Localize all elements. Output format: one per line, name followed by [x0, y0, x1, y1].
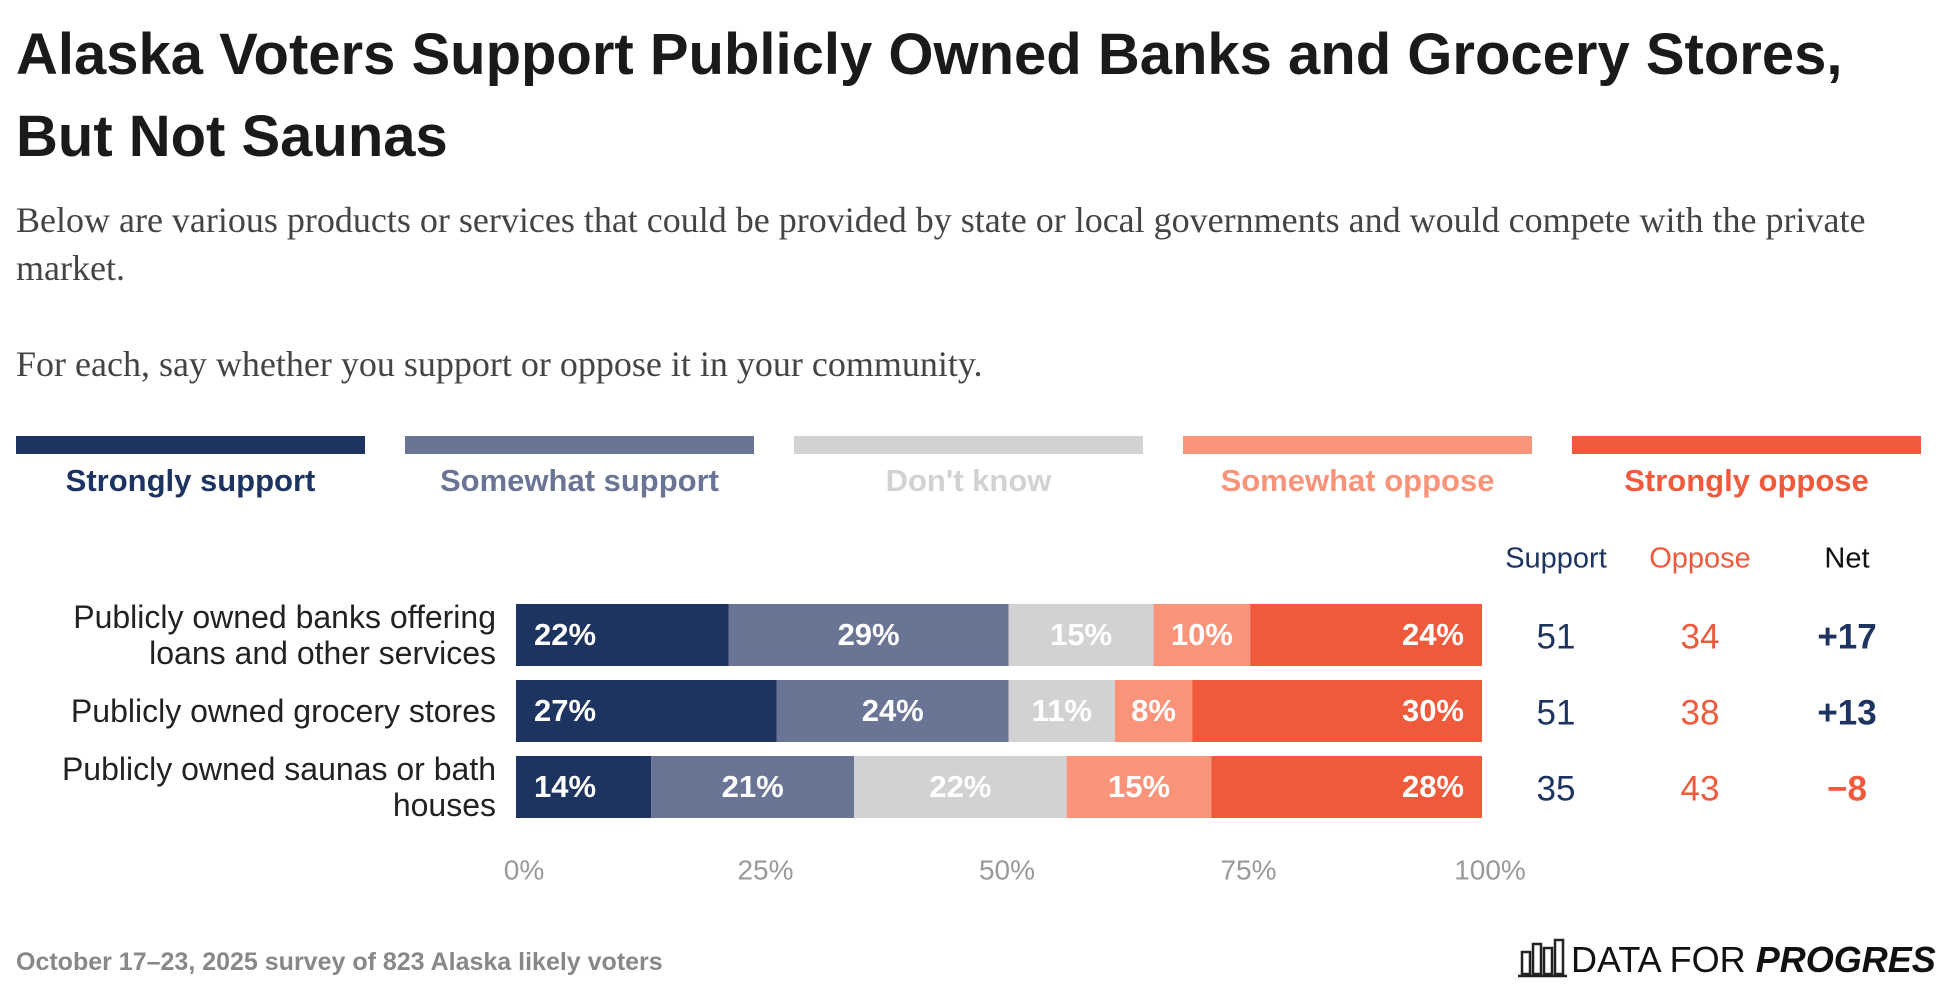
bar-segment	[651, 756, 855, 818]
column-value: −8	[1827, 769, 1867, 808]
row-label: Publicly owned banks offering loans and …	[73, 599, 496, 671]
legend-swatch	[16, 436, 365, 454]
bar-segment	[1192, 680, 1482, 742]
bar-segment	[728, 604, 1009, 666]
value-label: 22%	[534, 617, 596, 652]
legend-swatch	[1572, 436, 1921, 454]
value-label: 15%	[1108, 769, 1170, 804]
value-label: 24%	[1402, 617, 1464, 652]
bar-segment	[516, 604, 729, 666]
value-label: 28%	[1402, 769, 1464, 804]
value-label: 10%	[1171, 617, 1233, 652]
bar-segment	[516, 756, 652, 818]
bar-segment	[1066, 756, 1212, 818]
legend-label: Somewhat support	[440, 463, 719, 498]
x-tick-label: 50%	[979, 854, 1035, 885]
row-label: Publicly owned grocery stores	[70, 693, 496, 729]
question: For each, say whether you support or opp…	[16, 344, 983, 384]
column-header: Net	[1824, 543, 1869, 575]
x-tick-label: 0%	[504, 854, 544, 885]
value-label: 24%	[862, 693, 924, 728]
value-label: 11%	[1032, 693, 1092, 728]
bar-segment	[1211, 756, 1482, 818]
subtitle: Below are various products or services t…	[16, 200, 1866, 288]
column-header: Oppose	[1649, 543, 1751, 575]
bar-segment	[516, 680, 777, 742]
value-label: 21%	[722, 769, 784, 804]
legend-label: Strongly oppose	[1624, 463, 1869, 498]
footnote: October 17–23, 2025 survey of 823 Alaska…	[16, 948, 663, 976]
x-tick-label: 25%	[737, 854, 793, 885]
legend-label: Strongly support	[66, 463, 316, 498]
value-label: 22%	[929, 769, 991, 804]
legend-label: Somewhat oppose	[1221, 463, 1495, 498]
legend-swatch	[1183, 436, 1532, 454]
x-tick-label: 100%	[1454, 854, 1526, 885]
logo-icon	[1518, 938, 1567, 978]
column-value: 35	[1537, 769, 1576, 808]
logo-text: DATA FOR	[1571, 939, 1746, 980]
row-label: Publicly owned saunas or bath houses	[61, 751, 496, 823]
chart-title: Alaska Voters Support Publicly Owned Ban…	[16, 22, 1843, 169]
column-value: 51	[1537, 693, 1576, 732]
bar-segment	[776, 680, 1009, 742]
value-label: 8%	[1131, 693, 1176, 728]
legend-swatch	[794, 436, 1143, 454]
x-tick-label: 75%	[1220, 854, 1276, 885]
column-value: 43	[1681, 769, 1720, 808]
column-header: Support	[1505, 543, 1607, 575]
value-label: 27%	[534, 693, 596, 728]
bar-segment	[854, 756, 1067, 818]
value-label: 15%	[1050, 617, 1112, 652]
column-value: +17	[1817, 617, 1876, 656]
legend-swatch	[405, 436, 754, 454]
value-label: 29%	[838, 617, 900, 652]
column-value: +13	[1817, 693, 1876, 732]
value-label: 30%	[1402, 693, 1464, 728]
value-label: 14%	[534, 769, 596, 804]
legend-label: Don't know	[886, 463, 1053, 498]
column-value: 34	[1681, 617, 1720, 656]
bar-segment	[1114, 680, 1193, 742]
bar-segment	[1250, 604, 1482, 666]
bar-segment	[1008, 680, 1115, 742]
bar-segment	[1153, 604, 1251, 666]
column-value: 51	[1537, 617, 1576, 656]
column-value: 38	[1681, 693, 1720, 732]
bar-segment	[1008, 604, 1154, 666]
